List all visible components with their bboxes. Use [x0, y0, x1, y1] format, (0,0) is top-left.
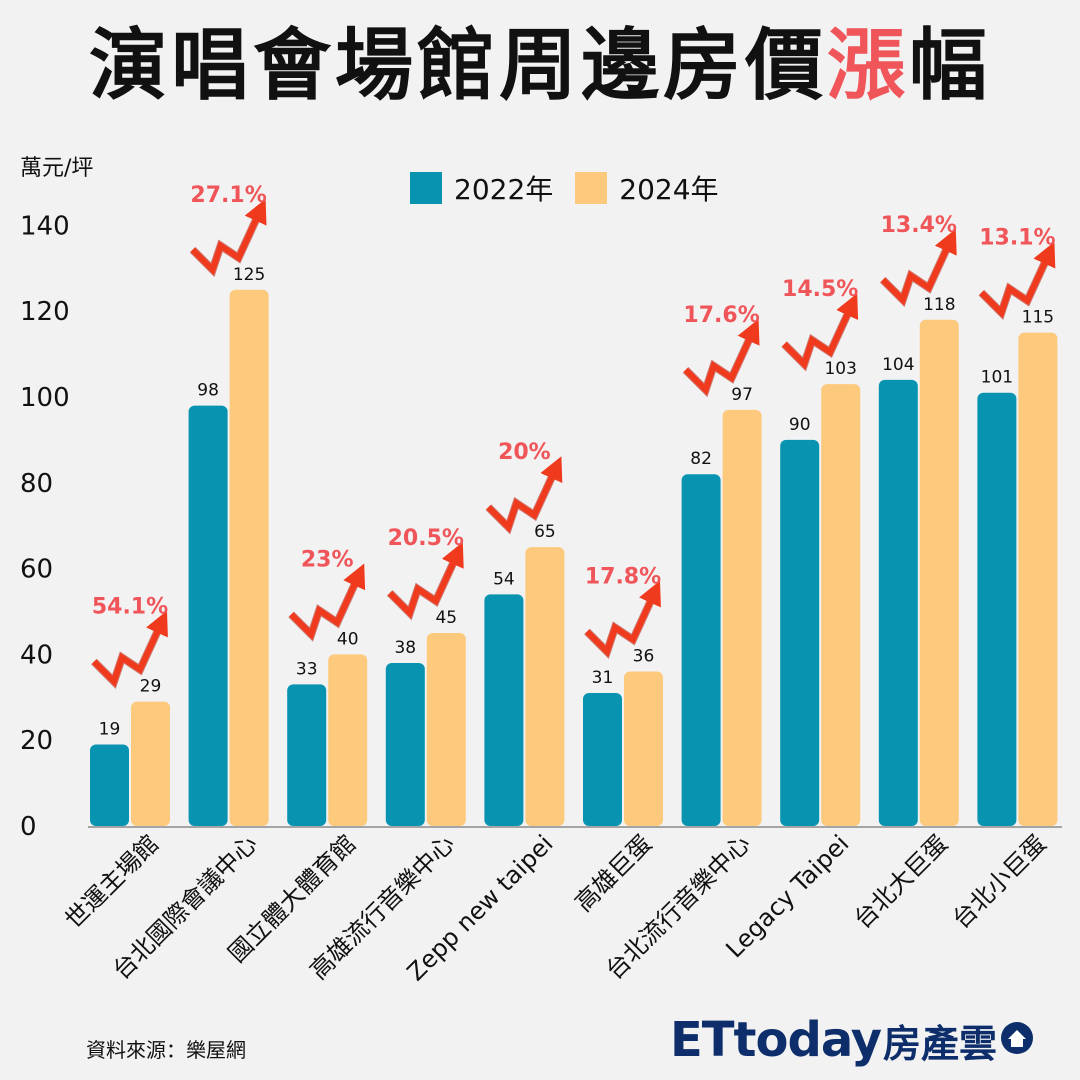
growth-label: 13.4% — [881, 213, 957, 238]
bar-2024 — [919, 319, 959, 826]
brand-logo: ETtoday 房產雲 — [670, 1012, 1035, 1068]
data-label: 31 — [592, 668, 614, 688]
data-label: 97 — [731, 385, 753, 405]
data-label: 98 — [197, 381, 219, 401]
data-label: 36 — [633, 647, 655, 667]
bar-2022 — [977, 392, 1017, 826]
bar-2024 — [624, 671, 663, 826]
data-label: 38 — [394, 638, 416, 658]
category-label: 高雄巨蛋 — [570, 829, 658, 917]
bar-2022 — [188, 405, 228, 826]
growth-arrow-icon — [683, 318, 760, 396]
legend-label-2024: 2024年 — [619, 173, 719, 206]
data-label: 118 — [923, 295, 955, 315]
bar-2022 — [681, 474, 721, 826]
y-tick-label: 0 — [20, 812, 37, 842]
data-label: 29 — [140, 677, 162, 697]
data-label: 104 — [882, 355, 914, 375]
y-tick-label: 100 — [20, 383, 70, 413]
bar-2022 — [90, 744, 129, 826]
growth-arrow-icon — [979, 241, 1056, 319]
growth-arrow-icon — [387, 542, 464, 619]
data-label: 115 — [1022, 308, 1054, 328]
data-label: 54 — [493, 569, 515, 589]
bar-2024 — [131, 701, 170, 826]
y-tick-label: 40 — [20, 640, 53, 670]
title-tail: 幅 — [909, 21, 992, 111]
growth-label: 20.5% — [388, 526, 464, 551]
y-tick-label: 80 — [20, 469, 53, 499]
legend-item-2024: 2024年 — [575, 168, 719, 208]
growth-arrow-icon — [190, 198, 267, 276]
data-label: 101 — [981, 368, 1013, 388]
growth-arrow-icon — [584, 580, 661, 658]
y-tick-label: 140 — [20, 211, 70, 241]
growth-label: 17.8% — [585, 565, 661, 590]
unit-label: 萬元/坪 — [20, 156, 94, 181]
category-label: 台北小巨蛋 — [947, 829, 1052, 934]
growth-label: 17.6% — [683, 303, 759, 328]
y-tick-label: 120 — [20, 297, 70, 327]
legend: 2022年 2024年 — [410, 168, 719, 208]
data-label: 90 — [789, 415, 811, 435]
data-label: 125 — [233, 265, 265, 285]
growth-arrow-icon — [91, 610, 168, 688]
bar-2024 — [1018, 332, 1058, 826]
data-label: 40 — [337, 629, 359, 649]
y-tick-label: 60 — [20, 555, 53, 585]
bar-2024 — [525, 547, 565, 826]
data-label: 65 — [534, 522, 556, 542]
bar-2022 — [583, 693, 622, 826]
category-label: 台北大巨蛋 — [848, 829, 953, 934]
brand-latin: ETtoday — [670, 1012, 882, 1068]
growth-label: 13.1% — [979, 226, 1055, 251]
growth-arrow-icon — [289, 563, 366, 640]
growth-label: 14.5% — [782, 277, 858, 302]
page-title: 演唱會場館周邊房價漲幅 — [0, 18, 1080, 116]
growth-label: 54.1% — [92, 595, 168, 620]
legend-label-2022: 2022年 — [454, 173, 554, 206]
bar-2024 — [821, 384, 861, 826]
data-label: 103 — [824, 359, 856, 379]
bar-2022 — [287, 684, 327, 826]
bar-2024 — [722, 409, 762, 826]
data-label: 33 — [296, 659, 318, 679]
growth-label: 27.1% — [190, 183, 266, 208]
bar-2024 — [229, 289, 269, 826]
title-main: 演唱會場館周邊房價 — [88, 21, 827, 111]
growth-label: 20% — [498, 440, 551, 465]
data-label: 45 — [435, 608, 457, 628]
bar-2022 — [484, 594, 524, 826]
growth-arrow-icon — [782, 293, 859, 370]
house-icon — [999, 1020, 1035, 1060]
source-note: 資料來源：樂屋網 — [86, 1038, 246, 1062]
bar-2022 — [385, 662, 425, 826]
bar-2024 — [328, 654, 368, 826]
title-highlight: 漲 — [826, 21, 909, 111]
bar-2022 — [878, 379, 918, 826]
legend-swatch-2024 — [575, 172, 608, 204]
growth-label: 23% — [301, 547, 354, 572]
bar-2024 — [426, 632, 466, 826]
legend-swatch-2022 — [410, 172, 442, 204]
data-label: 19 — [99, 719, 121, 739]
brand-zh: 房產雲 — [883, 1021, 998, 1066]
growth-arrow-icon — [486, 456, 563, 533]
y-tick-label: 20 — [20, 726, 53, 756]
growth-arrow-icon — [880, 228, 957, 306]
bar-2022 — [780, 439, 820, 826]
legend-item-2022: 2022年 — [410, 168, 553, 208]
data-label: 82 — [690, 449, 712, 469]
category-label: 世運主場館 — [60, 829, 165, 934]
